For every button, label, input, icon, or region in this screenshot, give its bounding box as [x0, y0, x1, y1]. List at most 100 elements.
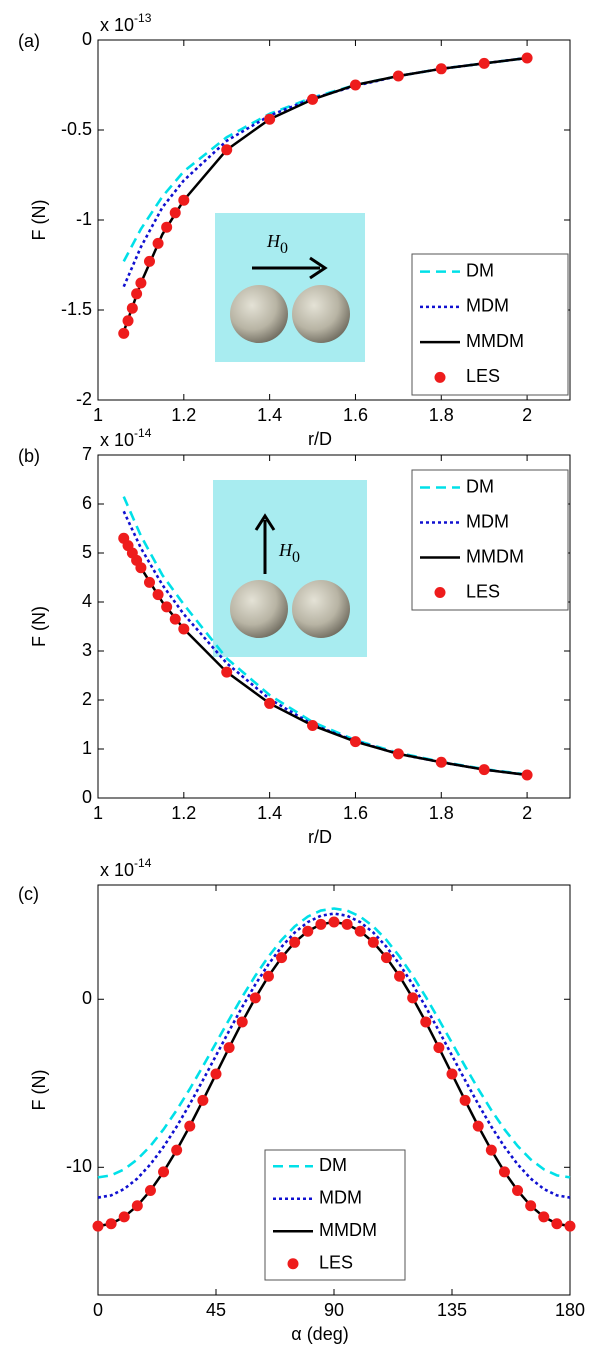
- legend-label: MMDM: [466, 331, 524, 351]
- data-point: [349, 79, 361, 91]
- x-tick-label: 1: [93, 803, 103, 823]
- axes-frame: [97, 454, 571, 799]
- x-tick-label: 1.8: [429, 803, 454, 823]
- data-point: [178, 194, 190, 206]
- axis-multiplier-exponent: -14: [134, 426, 152, 440]
- y-tick-label: 0: [82, 29, 92, 49]
- data-point: [152, 237, 164, 249]
- sphere: [230, 580, 288, 638]
- y-tick-label: 2: [82, 689, 92, 709]
- axis-multiplier-base: x 10: [100, 430, 134, 450]
- inset-label-subscript: 0: [292, 549, 300, 566]
- legend-label: LES: [466, 581, 500, 601]
- data-point: [171, 1144, 183, 1156]
- data-point: [169, 207, 181, 219]
- inset-label: H0: [266, 231, 288, 257]
- x-tick-label: 90: [324, 1300, 344, 1320]
- axis-multiplier-base: x 10: [100, 860, 134, 880]
- data-point: [564, 1220, 576, 1232]
- x-tick-label: 180: [555, 1300, 585, 1320]
- inset-label-subscript: 0: [280, 240, 288, 257]
- y-tick-label: 7: [82, 444, 92, 464]
- legend-marker: [434, 371, 446, 383]
- y-tick-label: 3: [82, 640, 92, 660]
- panel-label: (a): [18, 31, 40, 51]
- data-point: [276, 952, 288, 964]
- data-point: [307, 719, 319, 731]
- axis-multiplier: x 10-14: [100, 426, 152, 450]
- x-tick-label: 1.2: [171, 803, 196, 823]
- x-tick-label: 1.2: [171, 405, 196, 425]
- axis-multiplier-exponent: -13: [134, 11, 152, 25]
- legend-label: DM: [466, 476, 494, 496]
- data-point: [161, 601, 173, 613]
- data-point: [380, 952, 392, 964]
- legend-box: [411, 253, 569, 396]
- data-point: [367, 936, 379, 948]
- legend-box: [411, 469, 569, 611]
- y-tick-label: -10: [66, 1156, 92, 1176]
- legend-marker: [434, 587, 446, 598]
- legend: DM MDM MMDM LES: [411, 469, 569, 611]
- data-point: [262, 970, 274, 982]
- data-point: [551, 1218, 563, 1230]
- data-point: [485, 1144, 497, 1156]
- y-tick-label: -1.5: [61, 299, 92, 319]
- y-tick-label: -2: [76, 389, 92, 409]
- legend-label: MDM: [319, 1188, 362, 1208]
- data-point: [354, 925, 366, 937]
- legend-label: MDM: [466, 511, 509, 531]
- data-point: [161, 221, 173, 233]
- data-point: [135, 562, 147, 574]
- axis-multiplier: x 10-13: [100, 11, 152, 35]
- y-tick-label: 4: [82, 591, 92, 611]
- sphere: [230, 285, 288, 343]
- data-point: [223, 1042, 235, 1054]
- legend-label: MDM: [466, 296, 509, 316]
- legend-label: DM: [319, 1155, 347, 1175]
- x-tick-label: 0: [93, 1300, 103, 1320]
- y-tick-label: 0: [82, 988, 92, 1008]
- data-point: [435, 63, 447, 75]
- x-tick-label: 1.4: [257, 803, 282, 823]
- data-point: [118, 327, 130, 339]
- data-point: [538, 1211, 550, 1223]
- x-tick-label: 1.4: [257, 405, 282, 425]
- inset-label-symbol: H: [266, 231, 281, 251]
- data-point: [349, 736, 361, 748]
- data-point: [178, 623, 190, 635]
- legend-box: [264, 1149, 406, 1281]
- y-axis-label: F (N): [29, 200, 49, 241]
- legend: DM MDM MMDM LES: [264, 1149, 406, 1281]
- x-axis-label: r/D: [308, 429, 332, 449]
- x-tick-label: 1.6: [343, 803, 368, 823]
- x-tick-label: 135: [437, 1300, 467, 1320]
- field-arrow-head: [254, 513, 276, 531]
- x-axis-label: α (deg): [291, 1324, 348, 1344]
- data-point: [152, 589, 164, 601]
- data-point: [210, 1068, 222, 1080]
- legend-label: MMDM: [466, 546, 524, 566]
- data-point: [420, 1016, 432, 1028]
- data-point: [328, 916, 340, 928]
- data-point: [512, 1184, 524, 1196]
- data-point: [521, 52, 533, 64]
- legend-label: MMDM: [319, 1220, 377, 1240]
- legend: DM MDM MMDM LES: [411, 253, 569, 396]
- data-point: [135, 277, 147, 289]
- data-point: [407, 992, 419, 1004]
- data-point: [498, 1166, 510, 1178]
- inset-label-symbol: H: [278, 540, 293, 560]
- x-axis-label: r/D: [308, 827, 332, 847]
- data-point: [184, 1120, 196, 1132]
- data-point: [221, 144, 233, 156]
- data-point: [221, 666, 233, 678]
- x-tick-label: 1: [93, 405, 103, 425]
- x-tick-label: 1.8: [429, 405, 454, 425]
- data-point: [525, 1200, 537, 1212]
- data-point: [446, 1068, 458, 1080]
- data-point: [131, 288, 143, 300]
- data-point: [394, 970, 406, 982]
- data-point: [249, 992, 261, 1004]
